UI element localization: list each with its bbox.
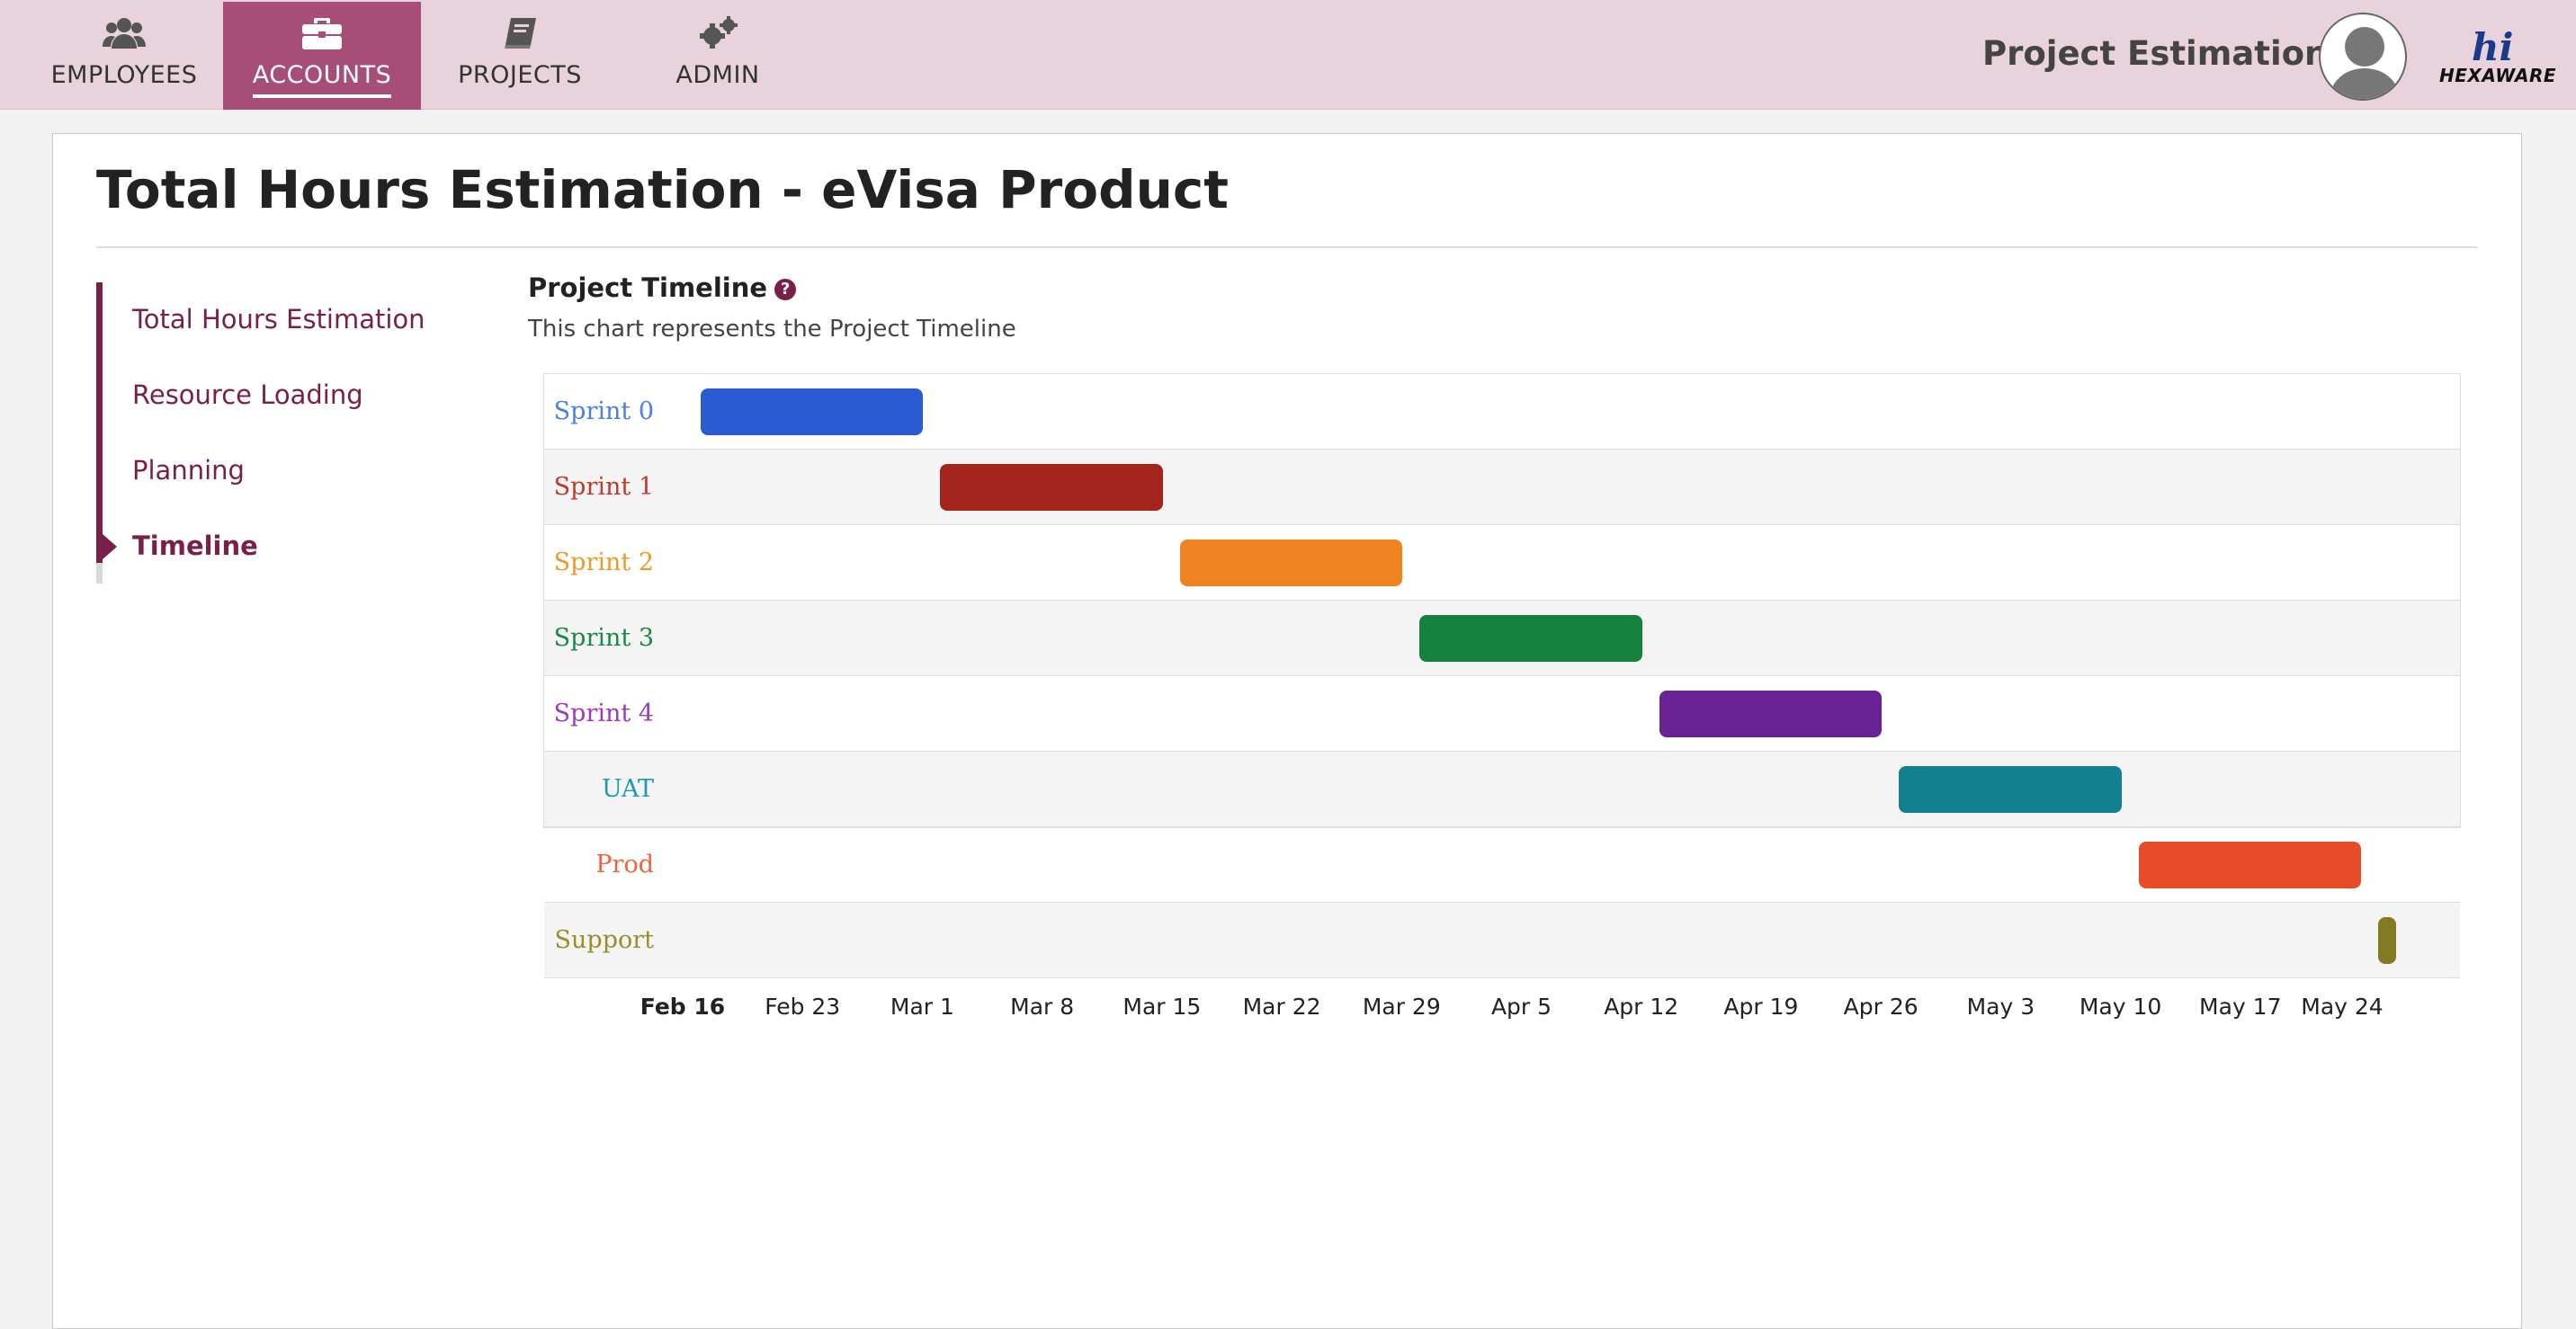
gantt-task-label: Sprint 2 bbox=[553, 549, 654, 576]
axis-tick-label: May 17 bbox=[2199, 994, 2282, 1020]
gantt-bar[interactable] bbox=[1179, 540, 1403, 586]
gantt-row: Sprint 2 bbox=[544, 525, 2460, 601]
gantt-row: Support bbox=[544, 903, 2460, 978]
gantt-task-label: Sprint 4 bbox=[553, 700, 654, 727]
axis-tick-label: Feb 23 bbox=[765, 994, 841, 1020]
tab-label: ACCOUNTS bbox=[252, 61, 392, 98]
axis-tick-label: Mar 1 bbox=[890, 994, 954, 1020]
content-panel: Total Hours Estimation - eVisa Product T… bbox=[52, 133, 2522, 1329]
gantt-task-label: Sprint 1 bbox=[553, 473, 654, 501]
gantt-task-label: Sprint 0 bbox=[553, 397, 654, 425]
gantt-row: Sprint 0 bbox=[544, 374, 2460, 450]
gantt-row: Prod bbox=[544, 827, 2460, 903]
tab-employees[interactable]: EMPLOYEES bbox=[25, 2, 223, 110]
project-selector-dropdown[interactable]: Project Estimation bbox=[1982, 34, 2357, 73]
gantt-bar[interactable] bbox=[1419, 615, 1642, 662]
page-title: Total Hours Estimation - eVisa Product bbox=[96, 159, 1229, 220]
side-item-total-hours-estimation[interactable]: Total Hours Estimation bbox=[132, 304, 425, 334]
axis-tick-label: Apr 12 bbox=[1604, 994, 1679, 1020]
gantt-row: Sprint 4 bbox=[544, 676, 2460, 752]
gantt-task-label: UAT bbox=[602, 775, 654, 803]
side-item-planning[interactable]: Planning bbox=[132, 455, 245, 486]
gantt-bar[interactable] bbox=[1899, 766, 2122, 813]
chart-title: Project Timeline? bbox=[528, 272, 797, 303]
chart-subtitle: This chart represents the Project Timeli… bbox=[528, 316, 1016, 343]
book-icon bbox=[421, 16, 619, 52]
gantt-bar[interactable] bbox=[2378, 917, 2397, 964]
side-menu: Total Hours Estimation Resource Loading … bbox=[96, 282, 456, 584]
title-divider bbox=[96, 246, 2478, 248]
user-silhouette-icon bbox=[2328, 27, 2402, 99]
tab-accounts[interactable]: ACCOUNTS bbox=[223, 2, 421, 110]
gantt-task-label: Support bbox=[554, 926, 654, 954]
axis-tick-label: May 24 bbox=[2301, 994, 2384, 1020]
hexaware-logo: hi HEXAWARE bbox=[2439, 25, 2556, 88]
tab-label: ADMIN bbox=[675, 61, 760, 89]
axis-tick-label: Mar 29 bbox=[1362, 994, 1441, 1020]
gantt-row: UAT bbox=[544, 752, 2460, 827]
side-menu-rail bbox=[96, 282, 103, 584]
axis-tick-label: Mar 15 bbox=[1123, 994, 1202, 1020]
tab-admin[interactable]: ADMIN bbox=[619, 2, 817, 110]
axis-tick-label: Mar 8 bbox=[1010, 994, 1075, 1020]
side-item-timeline[interactable]: Timeline bbox=[132, 531, 258, 561]
gantt-chart: Sprint 0 Sprint 1 Sprint 2 Sprint 3 Sprint 4… bbox=[543, 373, 2461, 978]
side-menu-rail-fill bbox=[96, 282, 103, 563]
top-nav-bar: EMPLOYEES ACCOUNTS PROJECTS ADMIN Projec… bbox=[0, 0, 2576, 110]
axis-tick-label: May 10 bbox=[2079, 994, 2162, 1020]
tab-label: EMPLOYEES bbox=[50, 61, 198, 89]
avatar[interactable] bbox=[2319, 13, 2407, 101]
logo-mark: hi bbox=[2472, 25, 2514, 69]
axis-tick-label: Feb 16 bbox=[640, 994, 726, 1020]
help-icon[interactable]: ? bbox=[774, 279, 797, 300]
axis-tick-label: Apr 19 bbox=[1723, 994, 1799, 1020]
tab-projects[interactable]: PROJECTS bbox=[421, 2, 619, 110]
chart-title-text: Project Timeline bbox=[528, 272, 768, 303]
gantt-bar[interactable] bbox=[1659, 691, 1883, 737]
gantt-x-axis: Feb 16 Feb 23 Mar 1 Mar 8 Mar 15 Mar 22 Mar 29… bbox=[543, 994, 2461, 1021]
tab-label: PROJECTS bbox=[458, 61, 582, 89]
axis-tick-label: Apr 26 bbox=[1843, 994, 1919, 1020]
gantt-bar[interactable] bbox=[940, 464, 1163, 511]
logo-text: HEXAWARE bbox=[2439, 65, 2557, 86]
users-icon bbox=[25, 16, 223, 52]
gantt-row: Sprint 3 bbox=[544, 601, 2460, 676]
gantt-bar[interactable] bbox=[701, 388, 924, 435]
active-pointer-icon bbox=[103, 534, 117, 559]
gantt-row: Sprint 1 bbox=[544, 450, 2460, 525]
briefcase-icon bbox=[223, 16, 421, 52]
gears-icon bbox=[619, 16, 817, 52]
gantt-task-label: Sprint 3 bbox=[553, 624, 654, 652]
gantt-task-label: Prod bbox=[595, 851, 654, 879]
axis-tick-label: May 3 bbox=[1966, 994, 2035, 1020]
project-selector-label: Project Estimation bbox=[1982, 34, 2329, 73]
axis-tick-label: Apr 5 bbox=[1490, 994, 1552, 1020]
side-item-resource-loading[interactable]: Resource Loading bbox=[132, 379, 363, 410]
gantt-bar[interactable] bbox=[2138, 842, 2361, 888]
axis-tick-label: Mar 22 bbox=[1242, 994, 1321, 1020]
